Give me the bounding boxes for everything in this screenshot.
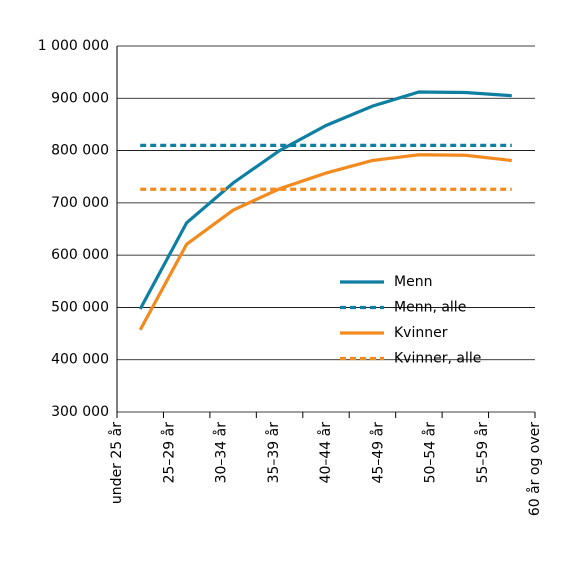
legend-label: Menn [394,274,432,290]
y-tick-label: 900 000 [51,90,109,106]
y-tick-label: 400 000 [51,352,109,368]
line-series [138,90,512,310]
legend-label: Kvinner [394,325,448,341]
y-tick-label: 1 000 000 [38,38,109,54]
y-tick-label: 300 000 [51,404,109,420]
y-tick-label: 600 000 [51,247,109,263]
x-tick-label: 45–49 år [369,422,386,484]
x-tick-label: under 25 år [108,422,125,504]
legend-label: Menn, alle [394,300,466,316]
y-tick-label: 800 000 [51,143,109,159]
y-tick-label: 500 000 [51,299,109,315]
line-series [138,153,512,331]
x-tick-label: 35–39 år [265,422,282,484]
x-tick-label: 50–54 år [422,422,439,484]
y-tick-label: 700 000 [51,195,109,211]
x-tick-label: 60 år og over [526,422,543,516]
x-tick-label: 25–29 år [160,422,177,484]
x-tick-label: 30–34 år [213,422,230,484]
x-tick-label: 40–44 år [317,422,334,484]
legend-label: Kvinner, alle [394,351,481,367]
x-tick-label: 55–59 år [474,422,491,484]
